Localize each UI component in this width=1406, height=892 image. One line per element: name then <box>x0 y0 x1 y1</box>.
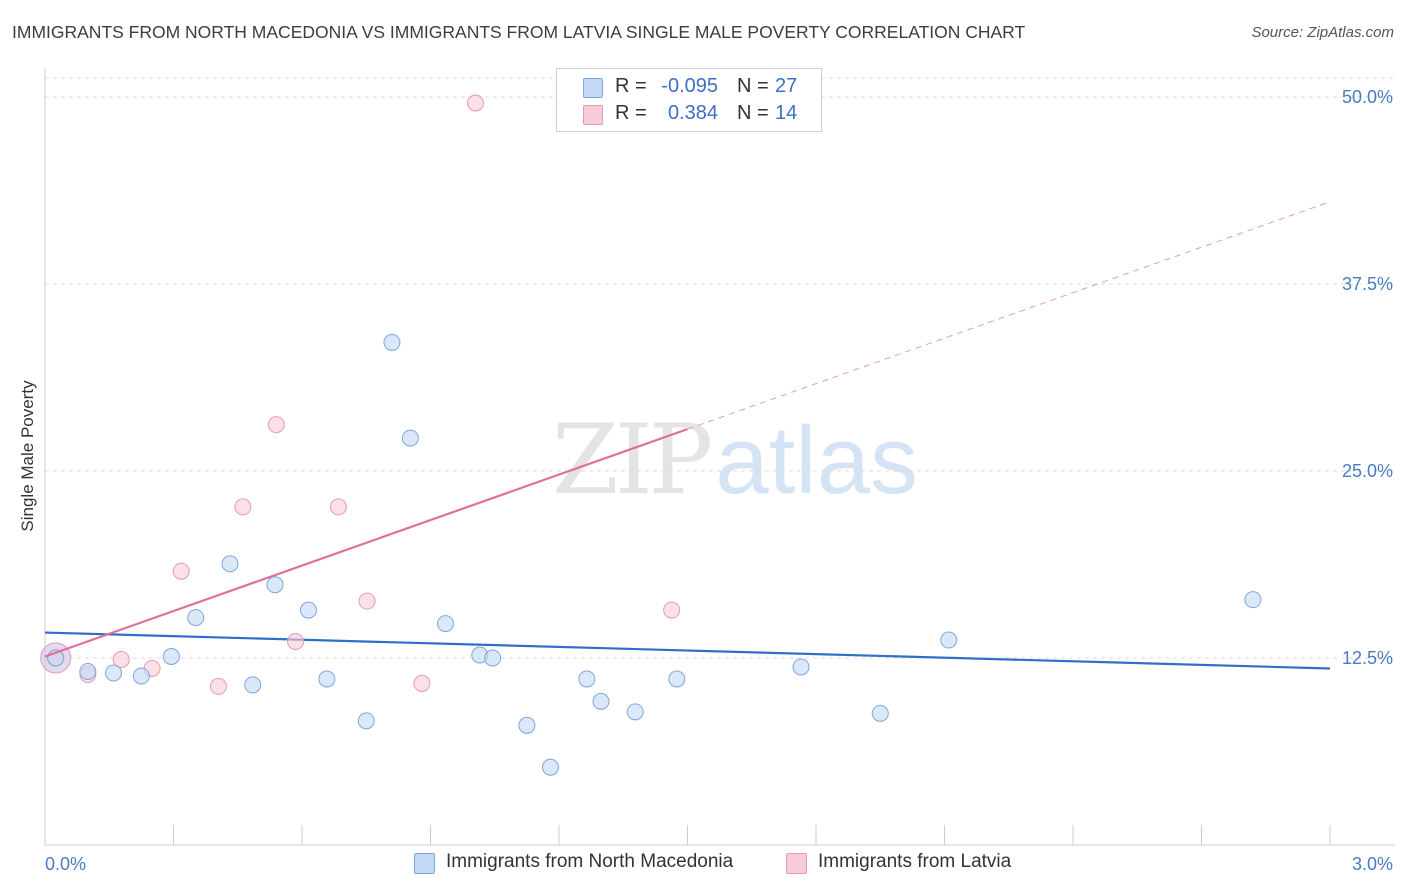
data-point-latvia <box>466 94 484 112</box>
data-point-north-macedonia <box>436 615 454 633</box>
y-tick-label: 37.5% <box>1342 274 1393 294</box>
data-point-north-macedonia <box>357 712 375 730</box>
data-point-north-macedonia <box>668 670 686 688</box>
legend-n-label: N = <box>737 75 769 97</box>
legend-r-label: R = <box>615 75 647 97</box>
x-tick-label: 0.0% <box>45 854 86 874</box>
x-tick-label: 3.0% <box>1352 854 1393 874</box>
legend-r-value: -0.095 <box>661 75 718 97</box>
legend-swatch-blue <box>583 78 603 98</box>
data-point-north-macedonia <box>871 704 889 722</box>
data-point-latvia <box>172 562 190 580</box>
data-point-latvia <box>267 416 285 434</box>
trend-line-latvia <box>44 428 688 658</box>
data-point-north-macedonia <box>132 667 150 685</box>
trend-line-north-macedonia <box>44 631 1331 670</box>
data-point-north-macedonia <box>266 576 284 594</box>
y-tick-label: 12.5% <box>1342 648 1393 668</box>
data-point-latvia <box>112 650 130 668</box>
data-point-north-macedonia <box>592 692 610 710</box>
legend-r-label: R = <box>615 102 647 124</box>
data-point-north-macedonia <box>578 670 596 688</box>
data-point-north-macedonia <box>79 662 97 680</box>
data-point-north-macedonia <box>940 631 958 649</box>
legend-n-value: 14 <box>775 102 798 124</box>
data-point-north-macedonia <box>105 664 123 682</box>
data-point-north-macedonia <box>626 703 644 721</box>
data-point-north-macedonia <box>244 676 262 694</box>
bottom-legend-label: Immigrants from North Macedonia <box>446 851 734 872</box>
watermark-zip: ZIP <box>552 404 713 516</box>
data-point-north-macedonia <box>792 658 810 676</box>
data-point-north-macedonia <box>1244 591 1262 609</box>
data-point-north-macedonia <box>541 758 559 776</box>
data-point-north-macedonia <box>484 649 502 667</box>
data-point-latvia <box>413 674 431 692</box>
legend-swatch-pink <box>583 105 603 125</box>
trend-line-latvia-extended <box>687 201 1331 430</box>
data-point-north-macedonia <box>518 716 536 734</box>
data-point-north-macedonia <box>299 601 317 619</box>
bottom-legend-swatch-pink <box>786 853 807 874</box>
bottom-legend-swatch-blue <box>414 853 435 874</box>
data-point-north-macedonia <box>318 670 336 688</box>
data-point-north-macedonia <box>401 429 419 447</box>
data-point-latvia <box>287 633 305 651</box>
data-point-north-macedonia <box>187 609 205 627</box>
watermark-atlas: atlas <box>715 407 918 514</box>
data-point-latvia <box>209 677 227 695</box>
data-point-north-macedonia <box>383 333 401 351</box>
data-point-latvia <box>663 601 681 619</box>
source-credit: Source: ZipAtlas.com <box>1251 24 1394 41</box>
bottom-legend-label: Immigrants from Latvia <box>818 851 1012 872</box>
data-point-north-macedonia <box>221 555 239 573</box>
data-point-latvia <box>234 498 252 516</box>
correlation-legend: R = -0.095 N = 27 R = 0.384 N = 14 <box>556 68 822 132</box>
data-point-latvia <box>329 498 347 516</box>
data-point-north-macedonia <box>162 648 180 666</box>
y-tick-label: 50.0% <box>1342 87 1393 107</box>
legend-n-label: N = <box>737 102 769 124</box>
y-tick-label: 25.0% <box>1342 461 1393 481</box>
legend-n-value: 27 <box>775 75 798 97</box>
legend-r-value: 0.384 <box>667 102 718 124</box>
watermark: ZIPatlas <box>552 404 918 516</box>
data-point-latvia <box>358 592 376 610</box>
chart-title: IMMIGRANTS FROM NORTH MACEDONIA VS IMMIG… <box>12 22 1026 42</box>
